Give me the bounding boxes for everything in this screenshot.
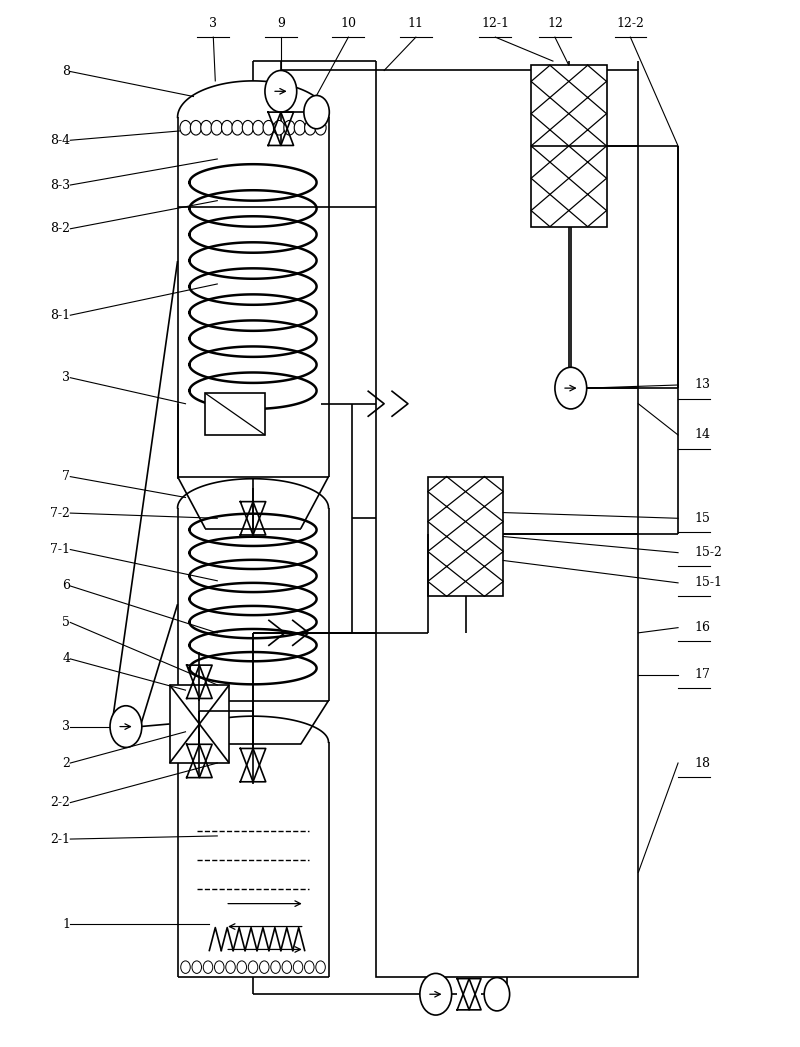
Circle shape xyxy=(259,961,269,974)
Circle shape xyxy=(110,706,142,748)
Text: 8-1: 8-1 xyxy=(50,309,70,321)
Text: 8-3: 8-3 xyxy=(50,179,70,192)
Circle shape xyxy=(237,961,246,974)
Circle shape xyxy=(181,961,190,974)
Text: 10: 10 xyxy=(340,17,356,30)
Circle shape xyxy=(304,95,330,129)
Text: 2: 2 xyxy=(62,757,70,770)
Text: 12-1: 12-1 xyxy=(482,17,510,30)
Circle shape xyxy=(201,120,212,135)
Text: 15-2: 15-2 xyxy=(694,547,722,559)
Text: 8: 8 xyxy=(62,65,70,79)
Circle shape xyxy=(242,120,254,135)
Circle shape xyxy=(248,961,258,974)
Text: 17: 17 xyxy=(694,668,710,681)
Circle shape xyxy=(203,961,213,974)
Circle shape xyxy=(253,120,264,135)
Text: 7-2: 7-2 xyxy=(50,507,70,519)
Text: 9: 9 xyxy=(277,17,285,30)
Circle shape xyxy=(294,961,303,974)
Circle shape xyxy=(211,120,222,135)
Text: 2-1: 2-1 xyxy=(50,832,70,846)
Text: 15-1: 15-1 xyxy=(694,576,722,589)
Circle shape xyxy=(274,120,285,135)
Bar xyxy=(170,685,229,763)
Text: 3: 3 xyxy=(62,372,70,384)
Bar xyxy=(376,70,638,977)
Circle shape xyxy=(484,978,510,1011)
Text: 3: 3 xyxy=(210,17,218,30)
Text: 12: 12 xyxy=(547,17,563,30)
Circle shape xyxy=(190,120,202,135)
Bar xyxy=(531,65,606,227)
Text: 1: 1 xyxy=(62,918,70,931)
Circle shape xyxy=(282,961,291,974)
Text: 5: 5 xyxy=(62,616,70,629)
Text: 7-1: 7-1 xyxy=(50,543,70,556)
Text: 7: 7 xyxy=(62,470,70,483)
Circle shape xyxy=(232,120,243,135)
Circle shape xyxy=(555,367,586,409)
Circle shape xyxy=(420,974,452,1015)
Circle shape xyxy=(222,120,233,135)
Text: 13: 13 xyxy=(694,378,710,392)
Text: 3: 3 xyxy=(62,720,70,733)
Circle shape xyxy=(270,961,280,974)
Circle shape xyxy=(180,120,191,135)
Text: 15: 15 xyxy=(694,512,710,525)
Text: 6: 6 xyxy=(62,579,70,593)
Circle shape xyxy=(305,961,314,974)
Text: 4: 4 xyxy=(62,652,70,666)
Text: 11: 11 xyxy=(408,17,424,30)
Circle shape xyxy=(315,120,326,135)
Circle shape xyxy=(316,961,326,974)
Circle shape xyxy=(214,961,224,974)
Circle shape xyxy=(265,70,297,112)
Bar xyxy=(428,476,503,597)
Text: 14: 14 xyxy=(694,428,710,442)
Text: 12-2: 12-2 xyxy=(617,17,644,30)
Circle shape xyxy=(192,961,202,974)
Text: 8-4: 8-4 xyxy=(50,134,70,147)
Text: 8-2: 8-2 xyxy=(50,222,70,236)
Circle shape xyxy=(305,120,316,135)
Text: 18: 18 xyxy=(694,757,710,770)
Circle shape xyxy=(263,120,274,135)
Circle shape xyxy=(294,120,306,135)
Circle shape xyxy=(226,961,235,974)
Text: 16: 16 xyxy=(694,621,710,634)
Circle shape xyxy=(284,120,295,135)
Text: 2-2: 2-2 xyxy=(50,796,70,809)
Bar xyxy=(206,394,265,435)
